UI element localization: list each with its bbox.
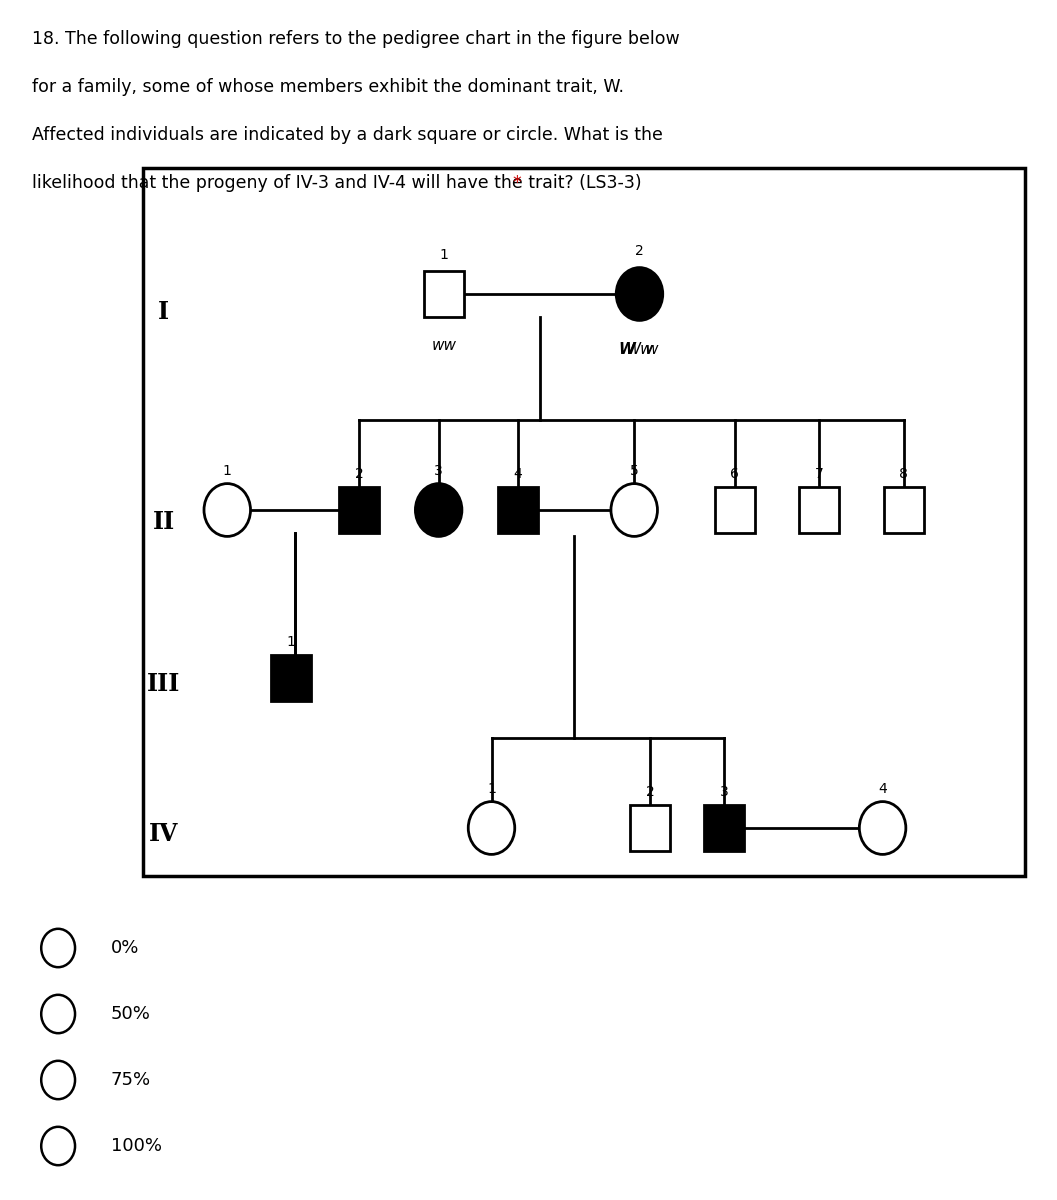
Bar bbox=[339, 487, 379, 533]
Bar bbox=[704, 805, 744, 851]
Text: for a family, some of whose members exhibit the dominant trait, W.: for a family, some of whose members exhi… bbox=[32, 78, 624, 96]
Bar bbox=[143, 168, 1025, 876]
Text: 1: 1 bbox=[286, 635, 295, 649]
Text: w: w bbox=[646, 342, 659, 358]
Text: 6: 6 bbox=[730, 467, 739, 481]
Circle shape bbox=[468, 802, 515, 854]
Circle shape bbox=[41, 929, 75, 967]
Text: 1: 1 bbox=[440, 247, 448, 262]
Text: I: I bbox=[159, 300, 169, 324]
Text: 5: 5 bbox=[630, 463, 638, 478]
Circle shape bbox=[611, 484, 657, 536]
Text: 2: 2 bbox=[355, 467, 364, 481]
Text: 8: 8 bbox=[900, 467, 908, 481]
Text: 0%: 0% bbox=[111, 938, 140, 958]
Circle shape bbox=[41, 995, 75, 1033]
Text: 7: 7 bbox=[815, 467, 823, 481]
Text: 3: 3 bbox=[720, 785, 728, 799]
Text: 4: 4 bbox=[878, 781, 887, 796]
Text: ww: ww bbox=[431, 338, 457, 353]
Text: 2: 2 bbox=[635, 244, 644, 258]
Text: 3: 3 bbox=[434, 463, 443, 478]
Text: 50%: 50% bbox=[111, 1006, 151, 1022]
Text: 1: 1 bbox=[487, 781, 496, 796]
Circle shape bbox=[41, 1127, 75, 1165]
Circle shape bbox=[616, 268, 663, 320]
Bar bbox=[424, 271, 464, 317]
Bar bbox=[630, 805, 670, 851]
Text: 4: 4 bbox=[514, 467, 522, 481]
Text: 75%: 75% bbox=[111, 1070, 151, 1090]
Bar bbox=[799, 487, 839, 533]
Text: IV: IV bbox=[149, 822, 179, 846]
Text: 18. The following question refers to the pedigree chart in the figure below: 18. The following question refers to the… bbox=[32, 30, 680, 48]
Text: 100%: 100% bbox=[111, 1138, 162, 1154]
Text: 1: 1 bbox=[223, 463, 231, 478]
Bar bbox=[715, 487, 755, 533]
Circle shape bbox=[859, 802, 906, 854]
Text: likelihood that the progeny of IV-3 and IV-4 will have the trait? (LS3-3): likelihood that the progeny of IV-3 and … bbox=[32, 174, 647, 192]
Text: *: * bbox=[513, 174, 521, 192]
Text: III: III bbox=[147, 672, 181, 696]
Circle shape bbox=[204, 484, 251, 536]
Bar bbox=[271, 655, 311, 701]
Text: Ww: Ww bbox=[626, 342, 653, 358]
Bar bbox=[498, 487, 538, 533]
Text: 2: 2 bbox=[646, 785, 654, 799]
Text: W: W bbox=[618, 342, 635, 358]
Text: Affected individuals are indicated by a dark square or circle. What is the: Affected individuals are indicated by a … bbox=[32, 126, 663, 144]
Bar bbox=[884, 487, 924, 533]
Circle shape bbox=[41, 1061, 75, 1099]
Text: II: II bbox=[152, 510, 175, 534]
Circle shape bbox=[415, 484, 462, 536]
